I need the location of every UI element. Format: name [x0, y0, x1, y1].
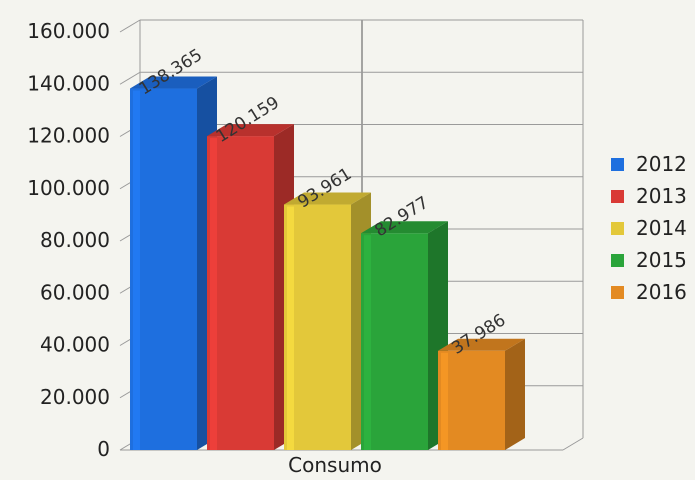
y-tick-label: 140.000 — [27, 71, 110, 95]
bar-front — [207, 136, 274, 451]
legend-label: 2015 — [636, 248, 687, 272]
y-axis-ticks: 0 20.000 40.000 60.000 80.000 100.000 120.000 1… — [27, 19, 110, 461]
gridline-left — [119, 19, 141, 33]
y-tick-label: 80.000 — [40, 228, 110, 252]
x-category-label: Consumo — [288, 453, 382, 477]
bar-highlight — [133, 90, 140, 451]
bar-front — [361, 233, 428, 450]
legend-swatch — [611, 190, 624, 203]
legend-item-2016: 2016 — [611, 280, 687, 304]
bar-top — [207, 124, 294, 137]
legend-label: 2013 — [636, 184, 687, 208]
legend-swatch — [611, 286, 624, 299]
legend-swatch — [611, 254, 624, 267]
legend-swatch — [611, 222, 624, 235]
legend-item-2014: 2014 — [611, 216, 687, 240]
bar-side — [505, 338, 525, 450]
y-tick-label: 160.000 — [27, 19, 110, 43]
bar-top — [130, 76, 217, 89]
bar-front — [438, 350, 505, 450]
bar-highlight — [210, 138, 217, 451]
y-tick-label: 60.000 — [40, 280, 110, 304]
gridline-left — [119, 71, 141, 85]
legend-label: 2014 — [636, 216, 687, 240]
legend-item-2013: 2013 — [611, 184, 687, 208]
y-tick-label: 100.000 — [27, 176, 110, 200]
bar-2013 — [207, 124, 294, 451]
bar-highlight — [364, 235, 371, 450]
bar-2015 — [361, 221, 448, 450]
bar-top — [284, 192, 371, 205]
legend-item-2012: 2012 — [611, 152, 687, 176]
legend-item-2015: 2015 — [611, 248, 687, 272]
bar-2012 — [130, 76, 217, 451]
bar-top — [438, 338, 525, 351]
legend-label: 2012 — [636, 152, 687, 176]
y-tick-label: 20.000 — [40, 385, 110, 409]
y-tick-label: 0 — [97, 437, 110, 461]
bars — [130, 76, 525, 451]
legend-swatch — [611, 158, 624, 171]
bar-highlight — [287, 206, 294, 450]
legend: 2012 2013 2014 2015 2016 — [611, 152, 687, 304]
bar-highlight — [441, 352, 448, 450]
bar-front — [284, 204, 351, 450]
y-tick-label: 40.000 — [40, 333, 110, 357]
bar-front — [130, 88, 197, 451]
y-tick-label: 120.000 — [27, 124, 110, 148]
bar-2014 — [284, 192, 371, 450]
bar-top — [361, 221, 448, 234]
legend-label: 2016 — [636, 280, 687, 304]
bar-2016 — [438, 338, 525, 450]
right-floor-edge — [562, 437, 584, 451]
